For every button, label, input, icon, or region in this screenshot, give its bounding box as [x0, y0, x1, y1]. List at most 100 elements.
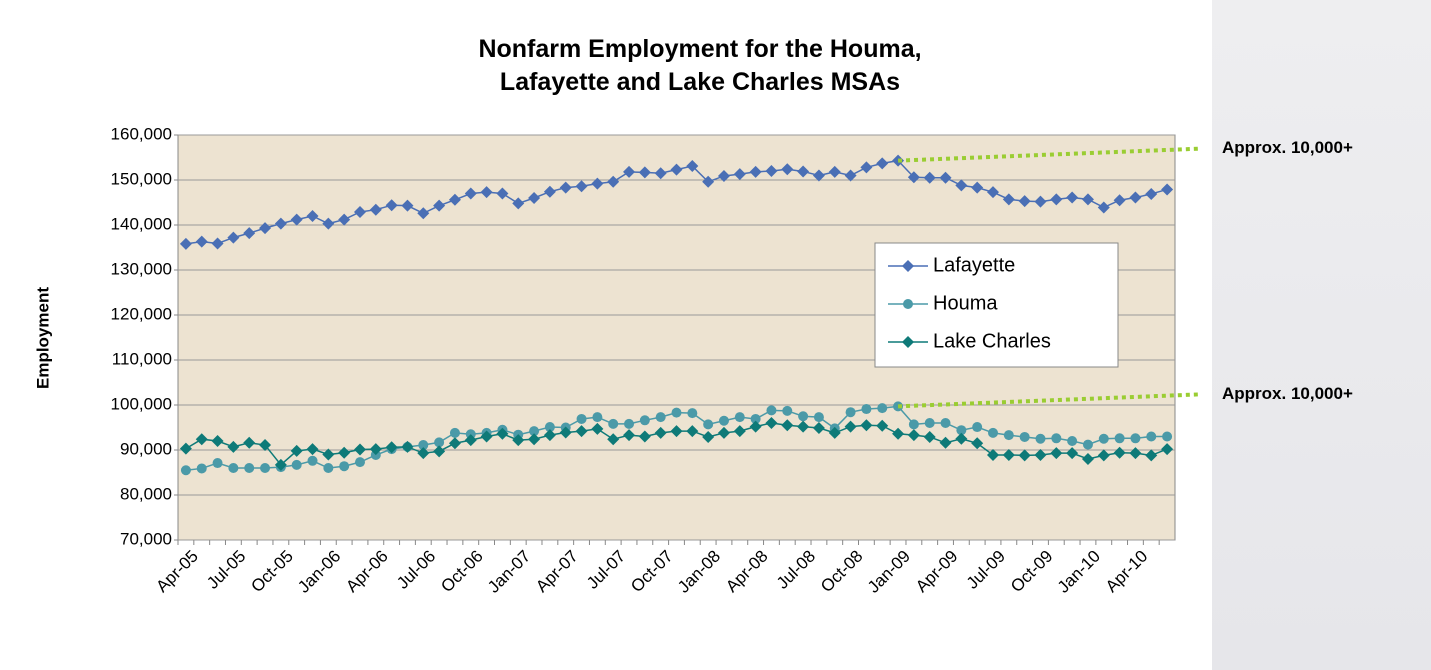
x-tick-label: Apr-05	[152, 547, 202, 597]
marker	[528, 433, 541, 446]
marker	[717, 169, 730, 182]
marker	[923, 171, 936, 184]
marker	[1018, 449, 1031, 462]
marker	[529, 426, 540, 437]
y-tick-label: 120,000	[111, 304, 172, 323]
marker	[1146, 431, 1157, 442]
x-tick-label: Jul-06	[393, 547, 439, 593]
y-tick-label: 130,000	[111, 259, 172, 278]
marker	[417, 207, 430, 220]
y-tick-label: 80,000	[120, 484, 172, 503]
side-panel	[1212, 0, 1431, 670]
marker	[655, 412, 666, 423]
y-tick-label: 110,000	[112, 349, 172, 368]
annotation: Approx. 10,000+	[1222, 138, 1353, 157]
marker	[243, 436, 256, 449]
marker	[877, 403, 888, 414]
marker	[766, 405, 777, 416]
marker	[369, 443, 382, 456]
marker	[1129, 191, 1142, 204]
marker	[307, 455, 318, 466]
marker	[434, 437, 445, 448]
marker	[987, 448, 1000, 461]
marker	[323, 463, 334, 473]
marker	[449, 427, 460, 438]
marker	[955, 432, 968, 445]
legend-label: Houma	[933, 292, 998, 314]
marker	[1082, 439, 1093, 450]
marker	[179, 237, 192, 250]
marker	[845, 407, 856, 418]
marker	[195, 433, 208, 446]
marker	[227, 440, 240, 453]
marker	[1161, 183, 1174, 196]
marker	[196, 463, 207, 474]
marker	[1113, 194, 1126, 207]
marker	[1066, 191, 1079, 204]
marker	[940, 418, 951, 428]
marker	[702, 175, 715, 188]
marker	[908, 419, 919, 430]
marker	[1081, 193, 1094, 206]
chart-title: Nonfarm Employment for the Houma, Lafayet…	[478, 35, 921, 96]
x-tick-label: Oct-06	[437, 547, 487, 597]
marker	[1130, 433, 1141, 444]
marker	[892, 427, 905, 440]
marker	[782, 405, 793, 416]
marker	[860, 161, 873, 174]
marker	[274, 458, 287, 471]
marker	[385, 441, 398, 454]
marker	[353, 205, 366, 218]
marker	[749, 420, 762, 433]
marker	[338, 446, 351, 459]
marker	[260, 463, 271, 473]
marker	[274, 217, 287, 230]
marker	[1162, 431, 1173, 442]
x-tick-label: Jul-05	[203, 547, 249, 593]
marker	[575, 425, 588, 438]
x-tick-label: Jan-09	[864, 547, 914, 597]
marker	[496, 187, 509, 200]
marker	[861, 404, 872, 415]
x-tick-label: Jan-08	[674, 547, 724, 597]
marker	[480, 186, 493, 199]
y-tick-label: 100,000	[111, 394, 172, 413]
marker	[480, 430, 493, 443]
marker	[306, 443, 319, 456]
marker	[180, 465, 191, 476]
marker	[733, 425, 746, 438]
x-tick-label: Jan-06	[294, 547, 344, 597]
marker	[781, 163, 794, 176]
marker	[243, 227, 256, 240]
marker	[1097, 201, 1110, 214]
marker	[670, 425, 683, 438]
marker	[749, 165, 762, 178]
marker	[212, 458, 223, 469]
marker	[448, 437, 461, 450]
marker	[575, 180, 588, 193]
marker	[1161, 443, 1174, 456]
marker	[1003, 430, 1014, 441]
marker	[876, 419, 889, 432]
marker	[781, 419, 794, 432]
x-tick-label: Jul-07	[583, 547, 629, 593]
marker	[686, 425, 699, 438]
x-tick-label: Apr-07	[532, 547, 582, 597]
marker	[956, 425, 967, 436]
marker	[765, 417, 778, 429]
marker	[1098, 433, 1109, 444]
marker	[1051, 433, 1062, 444]
marker	[812, 169, 825, 182]
marker	[448, 193, 461, 206]
x-tick-label: Apr-06	[342, 547, 392, 597]
marker	[828, 165, 841, 178]
y-tick-label: 160,000	[111, 124, 172, 143]
marker	[907, 171, 920, 184]
marker	[907, 429, 920, 442]
marker	[988, 427, 999, 438]
marker	[290, 444, 303, 457]
marker	[1145, 449, 1158, 462]
marker	[924, 418, 935, 428]
marker	[1034, 195, 1047, 208]
